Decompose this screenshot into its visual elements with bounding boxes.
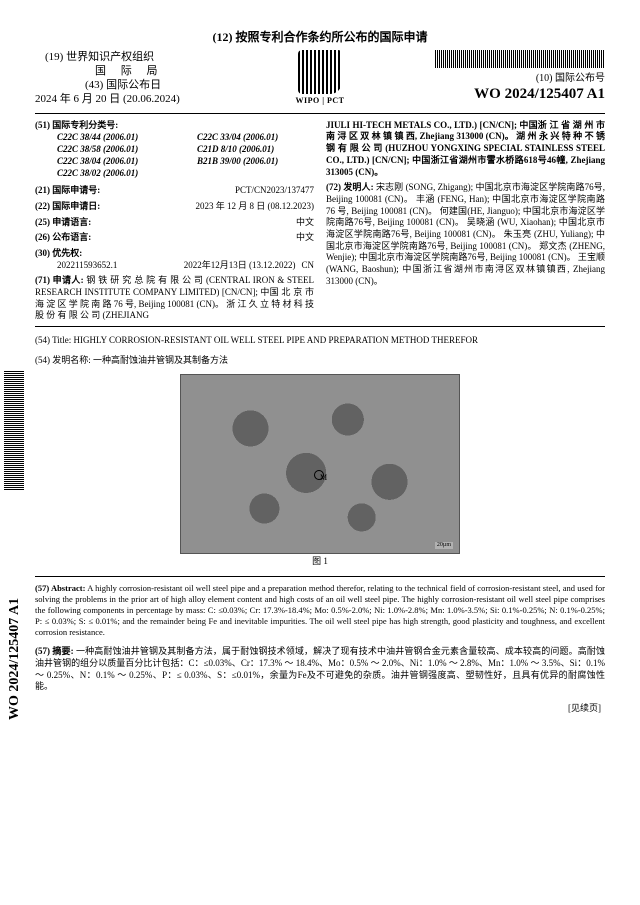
side-barcode [4, 370, 24, 490]
applicant-block: (71) 申请人: 钢 铁 研 究 总 院 有 限 公 司 (CENTRAL I… [35, 275, 314, 322]
applicant-label: (71) 申请人: [35, 275, 84, 285]
wipo-logo-icon [298, 50, 342, 94]
appno-label: (21) 国际申请号: [35, 185, 100, 197]
org2: 国 际 局 [95, 64, 280, 78]
ipc-label: (51) 国际专利分类号: [35, 120, 314, 132]
header-left: (19) 世界知识产权组织 国 际 局 (43) 国际公布日 2024 年 6 … [35, 50, 280, 107]
figure-image: M 20µm [180, 374, 460, 554]
doc-kind-line: (12) 按照专利合作条约所公布的国际申请 [35, 30, 605, 46]
wipo-logo-block: WIPO | PCT [280, 50, 360, 106]
right-column: JIULI HI-TECH METALS CO., LTD.) [CN/CN];… [326, 120, 605, 322]
ipc: C22C 38/44 (2006.01) [57, 132, 197, 144]
org1: 世界知识产权组织 [66, 51, 154, 63]
pubdate-prefix: (43) [85, 79, 103, 91]
header-right: (10) 国际公布号 WO 2024/125407 A1 [360, 50, 605, 105]
inventors-block: (72) 发明人: 宋志刚 (SONG, Zhigang); 中国北京市海淀区学… [326, 182, 605, 287]
patent-front-page: WO 2024/125407 A1 (12) 按照专利合作条约所公布的国际申请 … [0, 0, 640, 735]
wipo-text: WIPO | PCT [280, 96, 360, 106]
prio-label: (30) 优先权: [35, 248, 314, 260]
prio-date: 2022年12月13日 (13.12.2022) [184, 260, 296, 272]
figure-caption: 图 1 [35, 556, 605, 568]
appno: PCT/CN2023/137477 [235, 185, 314, 197]
lang25-label: (25) 申请语言: [35, 217, 91, 229]
title-en: (54) Title: HIGHLY CORROSION-RESISTANT O… [35, 335, 605, 347]
appdate-label: (22) 国际申请日: [35, 201, 100, 213]
pubno-label: (10) 国际公布号 [360, 72, 605, 85]
prio-no: 202211593652.1 [57, 260, 117, 272]
bibliographic-columns: (51) 国际专利分类号: C22C 38/44 (2006.01)C22C 3… [35, 120, 605, 322]
title-cn: (54) 发明名称: 一种高耐蚀油井管钢及其制备方法 [35, 355, 605, 367]
side-pubno: WO 2024/125407 A1 [6, 598, 24, 720]
figure-block: M 20µm 图 1 [35, 374, 605, 568]
ipc: B21B 39/00 (2006.01) [197, 156, 278, 168]
inventor-label: (72) 发明人: [326, 182, 374, 192]
appdate: 2023 年 12 月 8 日 (08.12.2023) [196, 201, 315, 213]
footer-continued: [见续页] [35, 703, 605, 715]
ipc: C22C 38/04 (2006.01) [57, 156, 197, 168]
prio-cc: CN [301, 260, 314, 272]
scale-bar: 20µm [435, 542, 453, 550]
lang25: 中文 [296, 217, 314, 229]
abstract-en-label: (57) Abstract: [35, 583, 85, 593]
pubdate-label: 国际公布日 [106, 79, 161, 91]
abstract-en-text: A highly corrosion-resistant oil well st… [35, 583, 605, 637]
header-block: (19) 世界知识产权组织 国 际 局 (43) 国际公布日 2024 年 6 … [35, 50, 605, 107]
applicant-cont: JIULI HI-TECH METALS CO., LTD.) [CN/CN];… [326, 120, 605, 177]
left-column: (51) 国际专利分类号: C22C 38/44 (2006.01)C22C 3… [35, 120, 314, 322]
applicant-continued: JIULI HI-TECH METALS CO., LTD.) [CN/CN];… [326, 120, 605, 178]
pubdate: 2024 年 6 月 20 日 (20.06.2024) [35, 92, 280, 106]
org-prefix: (19) [45, 51, 63, 63]
ipc: C22C 33/04 (2006.01) [197, 132, 278, 144]
inventors-text: 宋志刚 (SONG, Zhigang); 中国北京市海淀区学院南路76号, Be… [326, 182, 605, 286]
ipc: C22C 38/58 (2006.01) [57, 144, 197, 156]
abstract-en: (57) Abstract: A highly corrosion-resist… [35, 583, 605, 638]
abstract-cn: (57) 摘要: 一种高耐蚀油井管钢及其制备方法，属于耐蚀钢技术领域，解决了现有… [35, 646, 605, 693]
ipc: C22C 38/02 (2006.01) [57, 168, 197, 180]
divider [35, 113, 605, 114]
abstract-cn-text: 一种高耐蚀油井管钢及其制备方法，属于耐蚀钢技术领域，解决了现有技术中油井管钢合金… [35, 646, 605, 691]
ipc: C21D 8/10 (2006.01) [197, 144, 274, 156]
barcode [435, 50, 605, 68]
lang26-label: (26) 公布语言: [35, 232, 91, 244]
pubno: WO 2024/125407 A1 [360, 85, 605, 105]
abstract-cn-label: (57) 摘要: [35, 646, 74, 656]
divider [35, 326, 605, 327]
divider [35, 576, 605, 577]
marker-label: M [320, 473, 327, 483]
lang26: 中文 [296, 232, 314, 244]
ipc-list: C22C 38/44 (2006.01)C22C 33/04 (2006.01)… [35, 132, 314, 179]
